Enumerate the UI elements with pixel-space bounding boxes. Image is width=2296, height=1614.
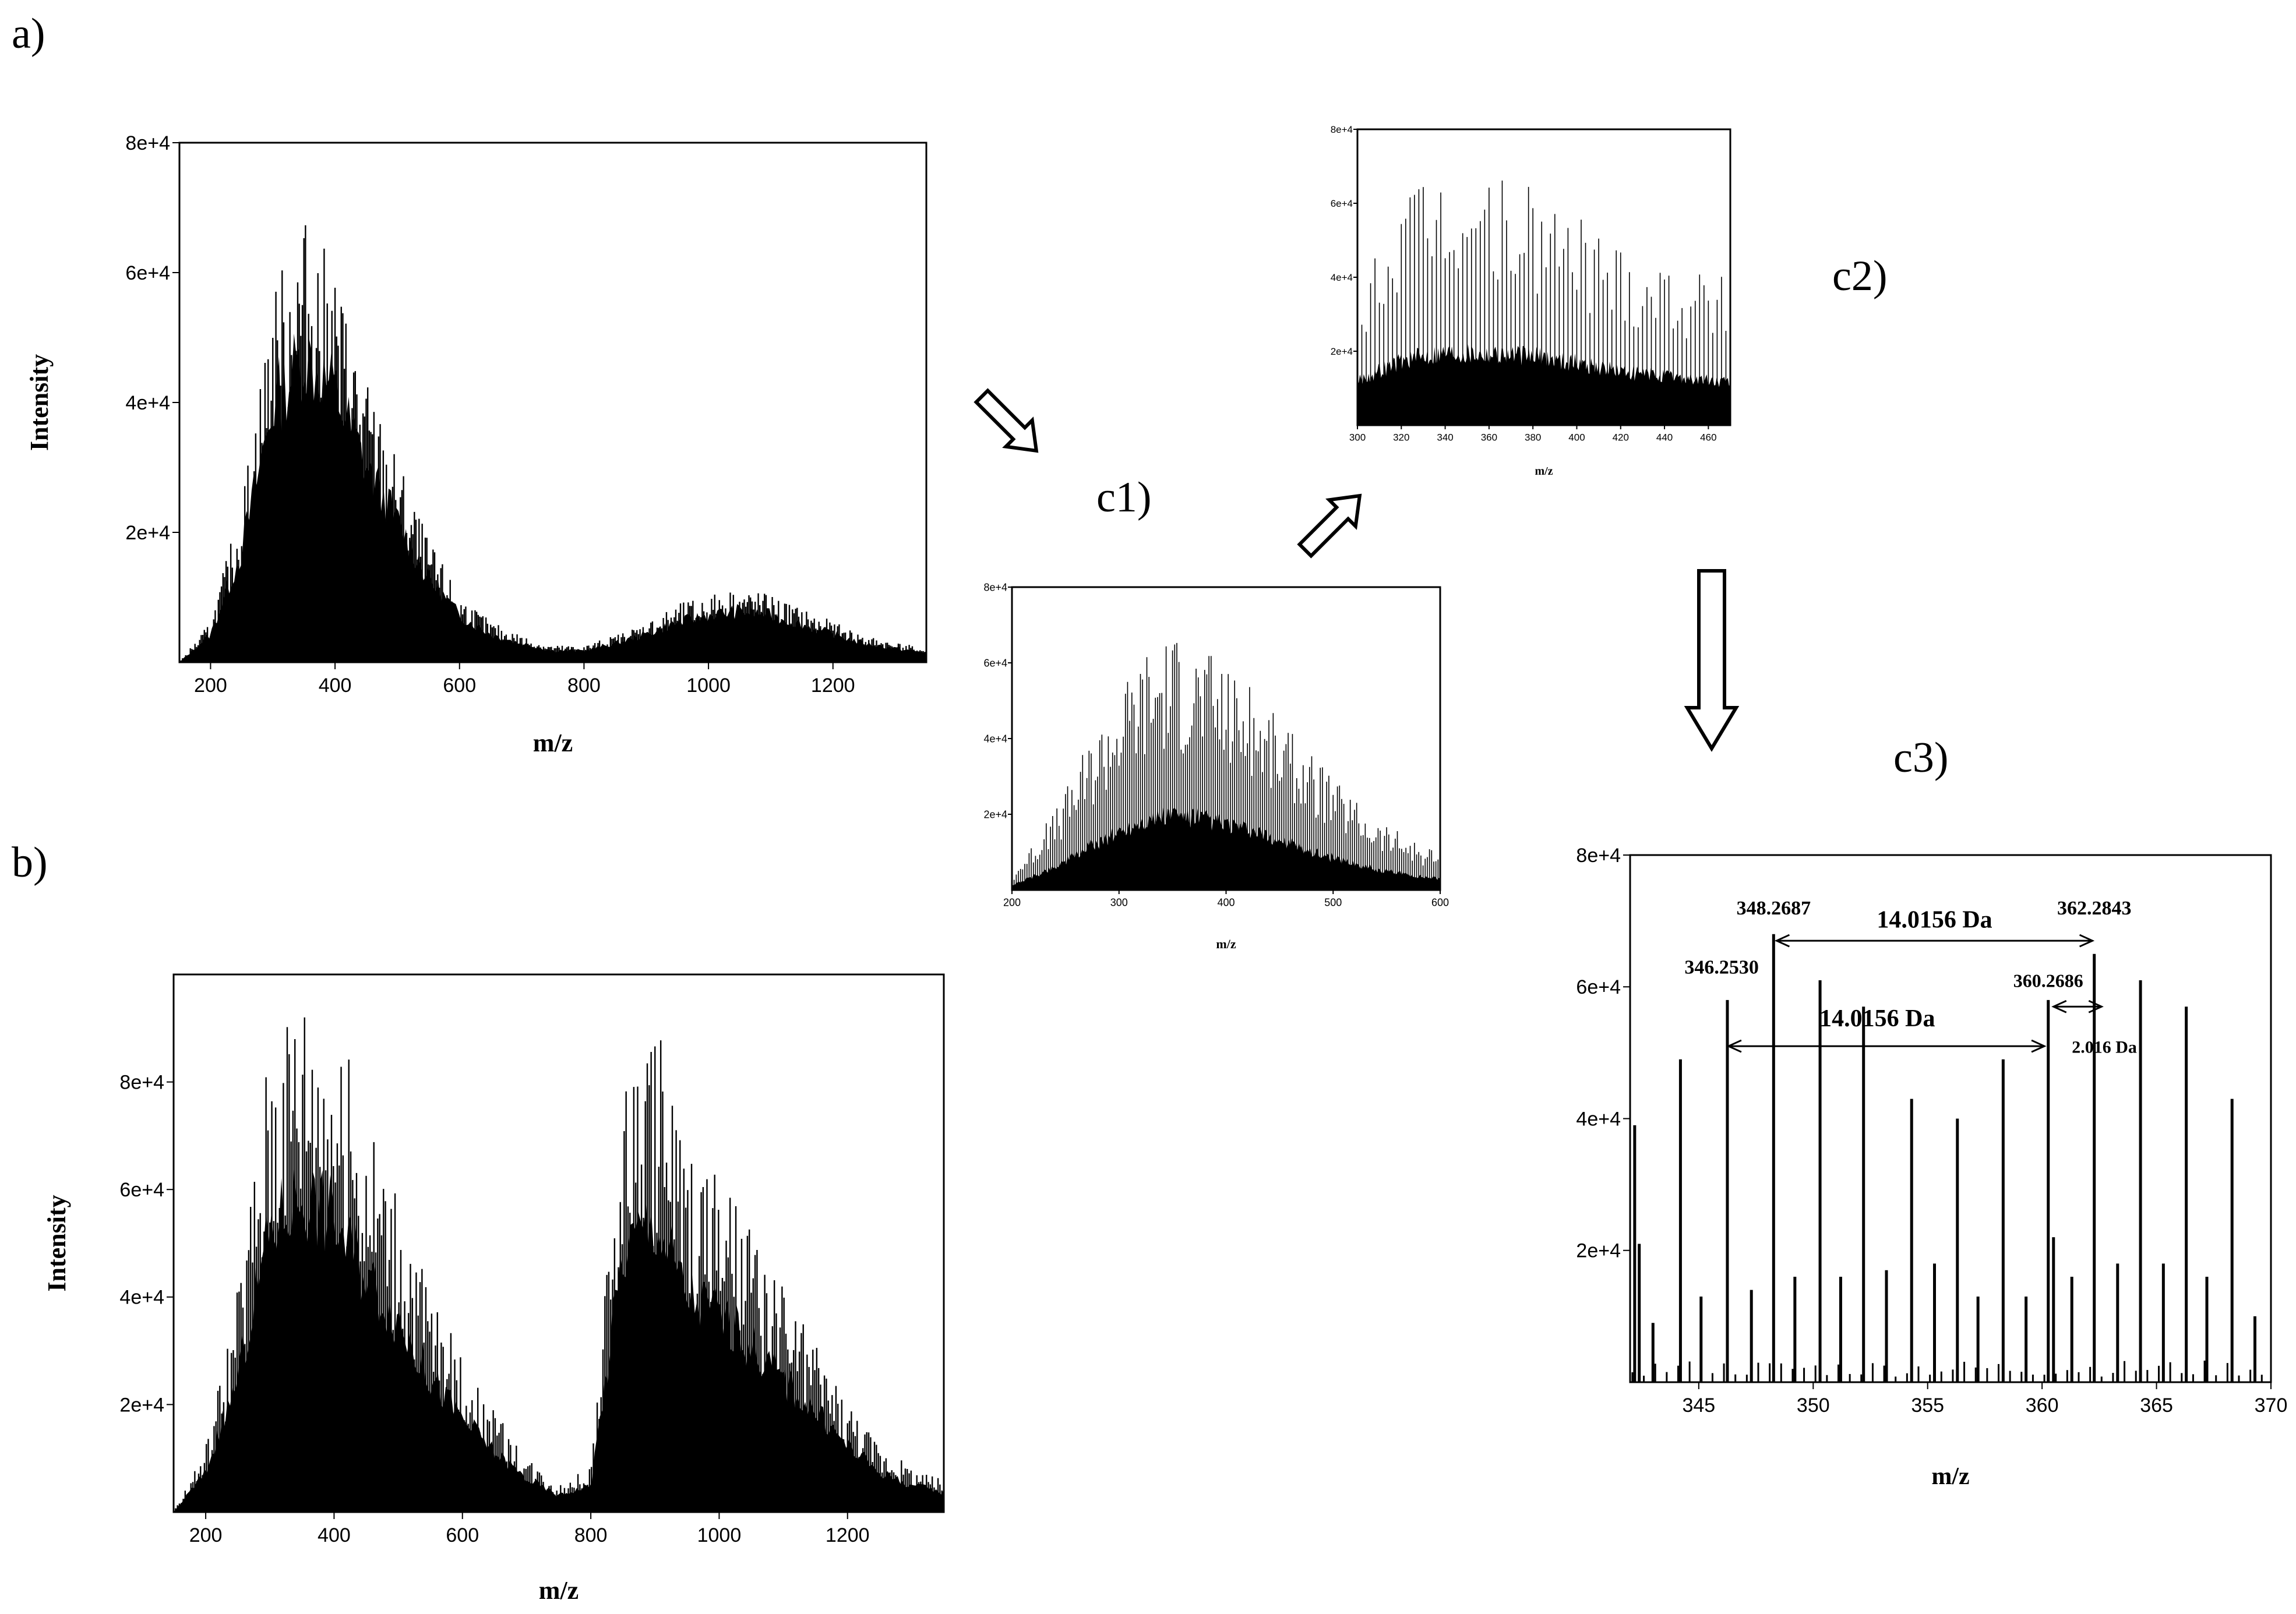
delta-arrow-3 [2051,1000,2104,1013]
x-tick-label: 300 [1110,897,1128,909]
y-tick-label: 8e+4 [983,581,1007,593]
y-tick-label: 6e+4 [983,657,1007,669]
x-axis-title: m/z [533,729,573,757]
spectrum-chart-a: 200 400 600 800 1000 1200 2e+4 4e+4 6e+4 8e+4 m/z I… [25,132,927,757]
y-tick-label: 4e+4 [1576,1108,1621,1130]
x-tick-label: 800 [567,674,601,697]
arrow-a-to-c1 [974,388,1039,453]
y-tick-label: 8e+4 [119,1072,164,1094]
x-tick-label: 400 [319,674,352,697]
spectrum-peaks [179,225,927,662]
x-tick-label: 320 [1393,432,1409,443]
x-tick-label: 800 [574,1524,608,1546]
y-tick-label: 4e+4 [1331,272,1353,283]
dense-base-fill [1357,344,1730,425]
y-tick-label: 2e+4 [983,808,1007,820]
peak-annotation: 14.0156 Da [1819,1005,1935,1032]
x-tick-label: 440 [1656,432,1673,443]
x-tick-label: 300 [1349,432,1366,443]
delta-arrow-2 [1726,1039,2047,1053]
y-tick-label: 8e+4 [1331,124,1353,135]
spectrum-chart-c2: 300 320 340 360 380 400 420 440 460 2e+4 4e+4 6e+4 8… [1331,124,1731,478]
x-axis-title: m/z [1216,937,1236,951]
peak-annotation: 2.016 Da [2072,1037,2137,1057]
y-tick-label: 2e+4 [1576,1240,1621,1262]
x-tick-label: 200 [1003,897,1021,909]
peak-annotation: 362.2843 [2057,898,2132,919]
y-tick-label: 4e+4 [983,733,1007,744]
spectrum-chart-c3: 345 350 355 360 365 370 2e+4 4e+4 6e+4 8e+4 m/z 348… [1576,845,2287,1490]
y-tick-label: 4e+4 [125,392,170,414]
y-tick-label: 2e+4 [119,1394,164,1416]
spectrum-peaks [1357,180,1731,425]
y-tick-label: 8e+4 [125,132,170,154]
panel-label-a: a) [12,10,45,58]
spectrum-chart-c1: 200 300 400 500 600 2e+4 4e+4 6e+4 8e+4 m/z [983,581,1449,951]
x-tick-label: 1000 [686,674,731,697]
x-tick-label: 1200 [811,674,855,697]
x-tick-label: 400 [318,1524,351,1546]
spectrum-chart-b: 200 400 600 800 1000 1200 2e+4 4e+4 6e+4 8e+4 m/z I… [43,973,945,1605]
x-tick-label: 200 [194,674,227,697]
x-tick-label: 600 [446,1524,479,1546]
y-tick-label: 8e+4 [1576,845,1621,867]
x-axis-title: m/z [1931,1463,1969,1490]
y-axis-title: Intensity [25,354,54,451]
x-tick-label: 350 [1797,1394,1830,1417]
y-tick-label: 2e+4 [1331,346,1353,357]
spectrum-peaks [174,1017,945,1512]
x-tick-label: 400 [1568,432,1585,443]
panel-label-c1: c1) [1096,474,1152,521]
peak-annotation: 346.2530 [1684,957,1759,979]
y-tick-label: 2e+4 [125,522,170,544]
peak-annotation: 14.0156 Da [1877,906,1992,933]
x-tick-label: 355 [1911,1394,1944,1417]
x-tick-label: 1200 [826,1524,870,1546]
x-tick-label: 600 [1431,897,1449,909]
x-tick-label: 400 [1217,897,1235,909]
arrow-c1-to-c2 [1297,493,1362,559]
x-tick-label: 360 [2026,1394,2059,1417]
peak-annotation: 360.2686 [2013,970,2083,991]
y-axis-title: Intensity [43,1195,71,1291]
delta-arrow-1 [1774,934,2095,948]
x-tick-label: 460 [1700,432,1716,443]
x-tick-label: 380 [1525,432,1541,443]
y-tick-label: 6e+4 [1576,976,1621,998]
spectrum-peaks [1011,642,1441,890]
panel-label-c2: c2) [1832,252,1888,300]
x-tick-label: 360 [1481,432,1497,443]
spectrum-peaks [1631,934,2263,1382]
y-tick-label: 4e+4 [119,1287,164,1309]
x-tick-label: 370 [2255,1394,2288,1417]
x-tick-label: 365 [2140,1394,2173,1417]
panel-label-c3: c3) [1893,734,1949,782]
x-tick-label: 500 [1324,897,1342,909]
y-tick-label: 6e+4 [125,262,170,284]
arrow-c2-to-c3 [1684,569,1740,752]
x-tick-label: 345 [1682,1394,1715,1417]
x-tick-label: 1000 [697,1524,742,1546]
x-tick-label: 600 [443,674,476,697]
peak-annotation: 348.2687 [1737,898,1811,919]
y-tick-label: 6e+4 [119,1179,164,1201]
panel-label-b: b) [12,839,48,887]
x-tick-label: 340 [1437,432,1453,443]
x-axis-title: m/z [1535,465,1553,478]
y-tick-label: 6e+4 [1331,198,1353,209]
x-axis-title: m/z [539,1576,579,1605]
x-tick-label: 200 [189,1524,223,1546]
x-tick-label: 420 [1613,432,1629,443]
